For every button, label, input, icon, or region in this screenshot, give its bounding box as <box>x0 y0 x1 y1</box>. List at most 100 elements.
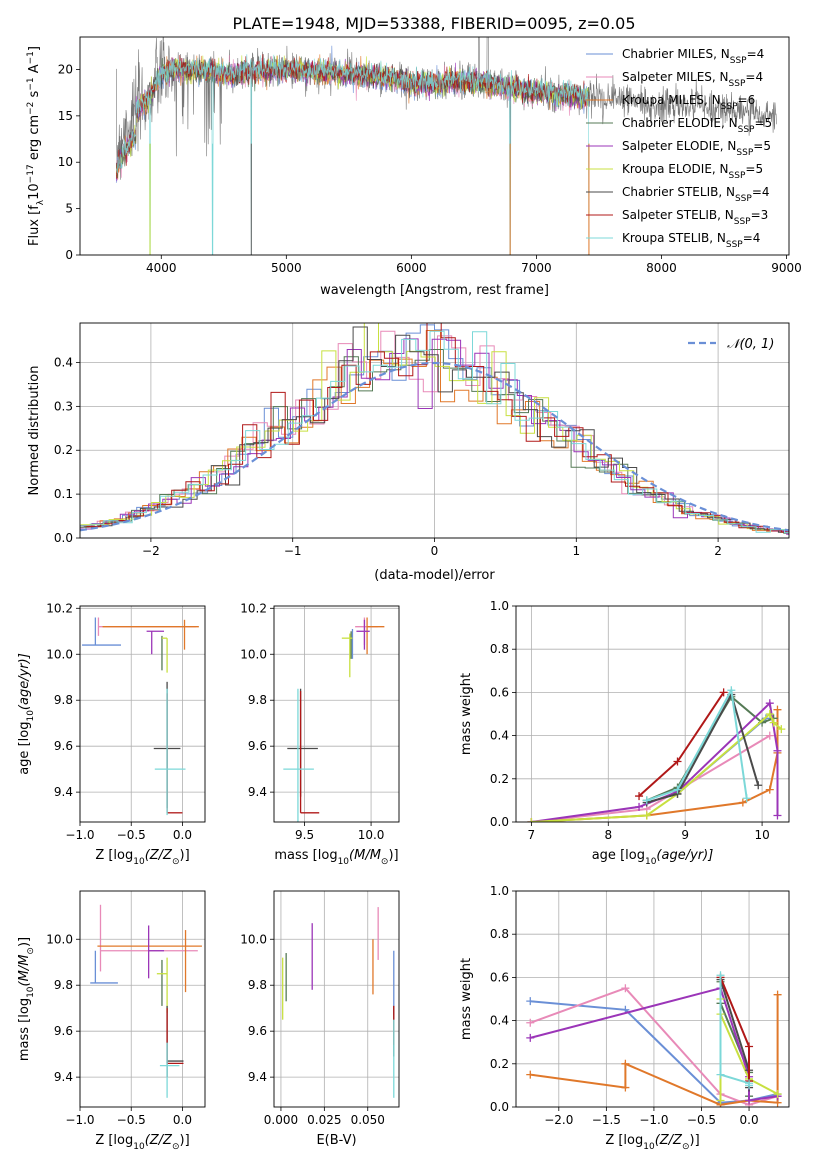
x-tick-label: 0.050 <box>351 1113 385 1127</box>
legend-entry-part: Salpeter STELIB, N <box>622 208 734 222</box>
legend-entry-part: SSP <box>729 171 746 181</box>
legend-entry: Salpeter ELODIE, NSSP=5 <box>622 139 771 158</box>
x-axis-label: wavelength [Angstrom, rest frame] <box>320 283 549 298</box>
y-tick-label: 9.4 <box>248 785 267 799</box>
y-tick-label: 9.8 <box>248 978 267 992</box>
y-axis-label-part: A <box>27 64 42 77</box>
y-tick-label: 0.0 <box>54 531 73 545</box>
mass-weight-marker <box>745 1096 754 1105</box>
y-tick-label: 0.6 <box>490 685 509 699</box>
x-axis-label-part: ⊙ <box>172 857 180 867</box>
legend-entry-part: Kroupa MILES, N <box>622 93 721 107</box>
y-axis-label-part: −2 <box>26 102 36 115</box>
y-axis-label: Normed distribution <box>27 366 42 496</box>
legend-entry-part: SSP <box>726 240 743 250</box>
y-axis-label-part: −17 <box>26 164 36 183</box>
y-tick-label: 0 <box>65 248 73 262</box>
mass-weight-marker <box>769 718 778 727</box>
x-tick-label: 0.000 <box>264 1113 298 1127</box>
y-axis-label-part: ⊙ <box>26 947 36 955</box>
data-point <box>299 691 320 814</box>
data-point <box>159 1042 180 1098</box>
x-tick-label: 10 <box>754 828 769 842</box>
mass-weight-marker <box>765 699 774 708</box>
axes-age_vs_Z: −1.0 −0.5 0.09.49.69.810.010.2Z [log10(Z/Z… <box>17 601 206 867</box>
mass-weight-line <box>646 717 767 804</box>
y-axis-label-part: mass [log <box>17 998 32 1061</box>
x-tick-label: 0.0 <box>173 1113 192 1127</box>
data-point <box>147 925 165 979</box>
residual-histogram <box>80 323 789 531</box>
x-axis-label: mass [log10(M/M⊙)] <box>274 848 398 867</box>
y-tick-label: 0.6 <box>490 970 509 984</box>
axes-frame <box>515 890 790 1108</box>
residual-histogram <box>80 324 789 534</box>
normal-curve-line <box>79 361 790 532</box>
legend-entry: 𝒩(0, 1) <box>727 337 774 352</box>
mass-weight-marker <box>754 781 763 790</box>
y-axis-label-part: −1 <box>26 51 36 64</box>
mass-weight-marker <box>773 990 782 999</box>
legend-entry: Salpeter STELIB, NSSP=3 <box>622 208 768 227</box>
axes-frame <box>79 605 206 823</box>
y-tick-label: 0.1 <box>54 487 73 501</box>
legend-entry-part: SSP <box>721 102 738 112</box>
y-axis-label: mass weight <box>459 673 474 755</box>
x-axis-label: Z [log10(Z/Z⊙)] <box>95 848 189 867</box>
x-tick-label: 0.025 <box>307 1113 341 1127</box>
legend-entry-part: =3 <box>751 208 769 222</box>
mass-weight-marker <box>738 798 747 807</box>
legend-entry-part: SSP <box>729 79 746 89</box>
axes-frame <box>273 605 400 823</box>
mass-weight-line <box>531 701 779 822</box>
x-tick-label: −0.5 <box>687 1113 716 1127</box>
legend-entry-part: =4 <box>743 231 761 245</box>
y-tick-label: 1.0 <box>490 884 509 898</box>
data-point <box>166 1008 184 1064</box>
data-point <box>97 930 202 993</box>
y-tick-label: 10.0 <box>46 932 73 946</box>
x-tick-label: −1.0 <box>65 828 94 842</box>
x-tick-label: −1.0 <box>639 1113 668 1127</box>
data-point <box>166 1005 184 1078</box>
y-tick-label: 9.8 <box>54 978 73 992</box>
axes-frame <box>515 605 790 823</box>
x-tick-label: −1.5 <box>592 1113 621 1127</box>
x-axis-label-part: (age/yr)] <box>656 848 713 863</box>
x-axis-label-part: 10 <box>133 1142 145 1152</box>
x-tick-label: 7 <box>528 828 536 842</box>
legend-entry-part: SSP <box>730 56 747 66</box>
y-tick-label: 0.4 <box>490 1014 509 1028</box>
x-axis-label-part: (M/M <box>349 848 381 863</box>
legend-entry-part: Salpeter MILES, N <box>622 70 729 84</box>
y-tick-label: 9.6 <box>54 1024 73 1038</box>
y-tick-label: 10.0 <box>240 647 267 661</box>
y-tick-label: 9.6 <box>248 1024 267 1038</box>
x-axis-label-part: 10 <box>643 1142 655 1152</box>
legend-entry: Chabrier STELIB, NSSP=4 <box>622 185 770 204</box>
mass-weight-marker <box>642 811 651 820</box>
y-axis-label-part: −1 <box>26 77 36 90</box>
charts-layer: 4000 5000 6000 7000 8000 900005101520waveleng… <box>17 36 802 1152</box>
legend-entry: Chabrier ELODIE, NSSP=5 <box>622 116 772 135</box>
axes-age_vs_mass: 9.5 10.0 9.4 9.6 9.8 10.0 10.2 mass [log10(M/M⊙… <box>240 601 400 867</box>
legend-entry-part: =6 <box>738 93 756 107</box>
mass-weight-marker <box>527 818 536 822</box>
y-axis-label-part: (age/yr)] <box>17 653 32 710</box>
x-tick-label: 5000 <box>271 261 302 275</box>
mass-weight-marker <box>526 997 535 1006</box>
y-axis-label-part: age [log <box>17 722 32 775</box>
mass-weight-marker <box>621 984 630 993</box>
data-point <box>90 950 118 984</box>
mass-weight-marker <box>773 1090 782 1099</box>
x-tick-label: 9000 <box>771 261 802 275</box>
legend-entry: Salpeter MILES, NSSP=4 <box>622 70 763 89</box>
residual-histogram <box>86 323 789 533</box>
y-tick-label: 0.4 <box>54 355 73 369</box>
data-point <box>146 630 165 655</box>
mass-weight-marker <box>716 971 725 980</box>
y-tick-label: 20 <box>58 62 73 76</box>
mass-weight-marker <box>745 1081 754 1090</box>
x-tick-label: 0.0 <box>173 828 192 842</box>
